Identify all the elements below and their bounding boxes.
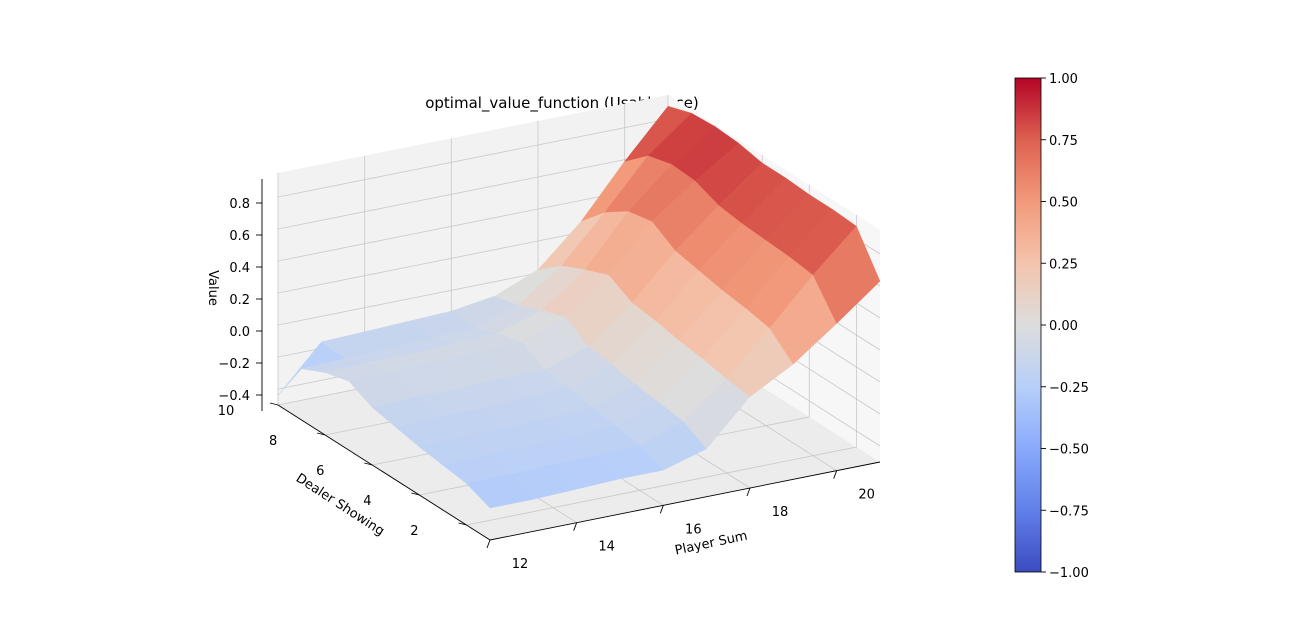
colorbar-tick-label: −1.00 (1049, 566, 1089, 581)
colorbar-gradient (1014, 77, 1042, 573)
y-axis-label: Dealer Showing (293, 471, 387, 539)
surface-plot (277, 105, 881, 509)
z-tick-label: 0.0 (229, 325, 250, 340)
colorbar-tick-label: 0.50 (1049, 196, 1078, 211)
x-axis-line (489, 461, 881, 541)
z-tick-label: 0.6 (229, 229, 250, 244)
x-tick (746, 487, 751, 497)
x-tick (659, 505, 664, 514)
colorbar-tick-label: 0.00 (1049, 319, 1078, 334)
x-tick-label: 16 (685, 522, 702, 537)
z-tick-label: −0.4 (218, 389, 250, 404)
y-tick-label: 8 (269, 434, 277, 449)
colorbar: 1.00 0.75 0.50 0.25 0.00 −0.25 −0.50 −0.75 −1.00 (1014, 72, 1089, 581)
x-tick (573, 522, 578, 531)
z-tick-label: −0.2 (218, 357, 250, 372)
colorbar-tick-label: −0.25 (1049, 381, 1089, 396)
y-tick (269, 402, 279, 406)
y-tick (317, 432, 326, 436)
colorbar-tick-label: −0.50 (1049, 443, 1089, 458)
colorbar-tick-label: −0.75 (1049, 504, 1089, 519)
y-tick (364, 462, 373, 466)
y-tick-label: 6 (316, 464, 324, 479)
colorbar-ticks: 1.00 0.75 0.50 0.25 0.00 −0.25 −0.50 −0.75 −1.00 (1041, 72, 1089, 581)
colorbar-tick-label: 0.25 (1049, 257, 1078, 272)
axes-3d: 12 14 16 18 20 2 4 6 8 10−0.4 −0.2 0.0 0.2 0.4 0.6 0.8 (218, 95, 881, 572)
y-tick-label: 2 (410, 524, 418, 539)
y-axis-line (277, 404, 491, 541)
tick-labels: 12 14 16 18 20 2 4 6 8 10−0.4 −0.2 0.0 0.2 0.4 0.6 0.8 (218, 197, 875, 572)
colorbar-tick-label: 1.00 (1049, 72, 1078, 87)
z-axis-label: Value (205, 270, 220, 306)
axis-lines (256, 179, 881, 549)
x-tick-label: 20 (858, 488, 875, 503)
x-tick-label: 14 (598, 540, 615, 555)
x-tick (833, 470, 838, 479)
colorbar-tick-label: 0.75 (1049, 134, 1078, 149)
y-tick-label: 4 (363, 494, 371, 509)
z-tick-label: 0.4 (229, 261, 250, 276)
x-tick-label: 12 (512, 557, 529, 572)
surface-patch (812, 225, 881, 324)
x-tick (486, 539, 491, 549)
z-tick-label: 0.8 (229, 197, 250, 212)
y-tick-label: 10 (218, 404, 235, 419)
y-tick (411, 492, 420, 496)
x-tick-label: 18 (772, 505, 789, 520)
y-tick (458, 522, 467, 526)
z-tick-label: 0.2 (229, 293, 250, 308)
